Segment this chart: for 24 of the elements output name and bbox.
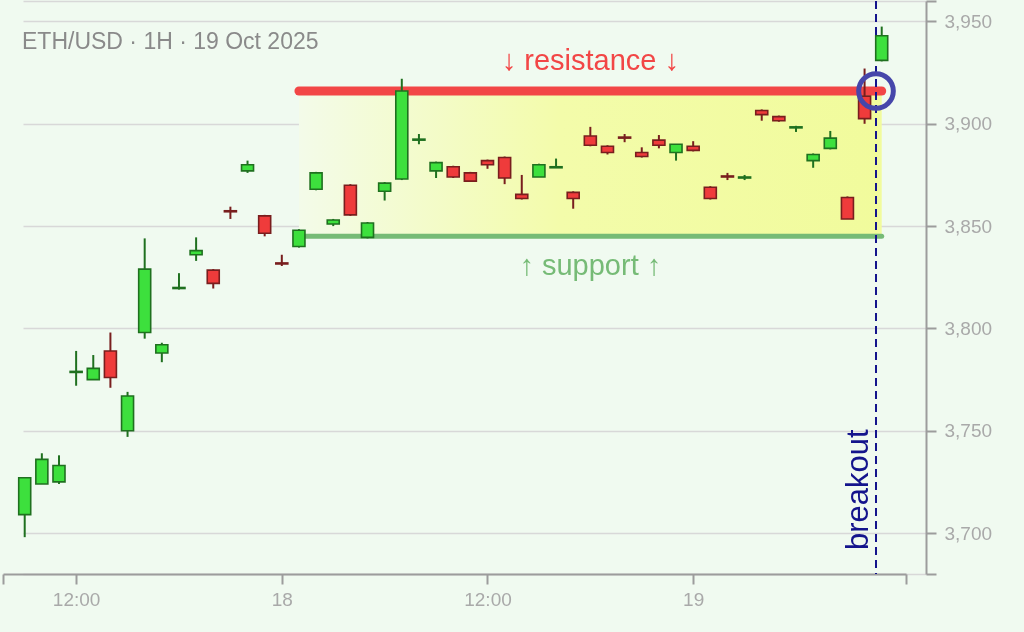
candlestick [206, 268, 221, 290]
y-tick-label: 3,800 [944, 317, 993, 339]
candlestick [514, 173, 529, 201]
x-tick-label: 12:00 [52, 588, 101, 610]
y-tick-label: 3,950 [944, 10, 993, 32]
x-tick-label: 19 [683, 588, 705, 610]
ref-line-label: breakout [840, 428, 875, 550]
candlestick [52, 454, 66, 485]
y-tick-label: 3,850 [944, 215, 993, 237]
candlestick [189, 236, 203, 262]
candlestick [377, 181, 392, 202]
candlestick [86, 354, 101, 381]
text: ETH/USD · 1H · 19 Oct 2025 [22, 28, 319, 54]
candlestick [155, 341, 169, 364]
candlestick [840, 195, 855, 220]
x-tick-label: 12:00 [464, 588, 512, 610]
y-tick-label: 3,700 [944, 522, 993, 544]
y-tick-label: 3,900 [944, 113, 993, 135]
y-tick-label: 3,750 [944, 420, 993, 442]
series-label: ↓ resistance ↓ [501, 44, 679, 77]
series-label: ↑ support ↑ [519, 249, 662, 282]
x-tick-label: 18 [271, 588, 293, 610]
candlestick [292, 228, 306, 249]
candlestick [497, 155, 512, 186]
